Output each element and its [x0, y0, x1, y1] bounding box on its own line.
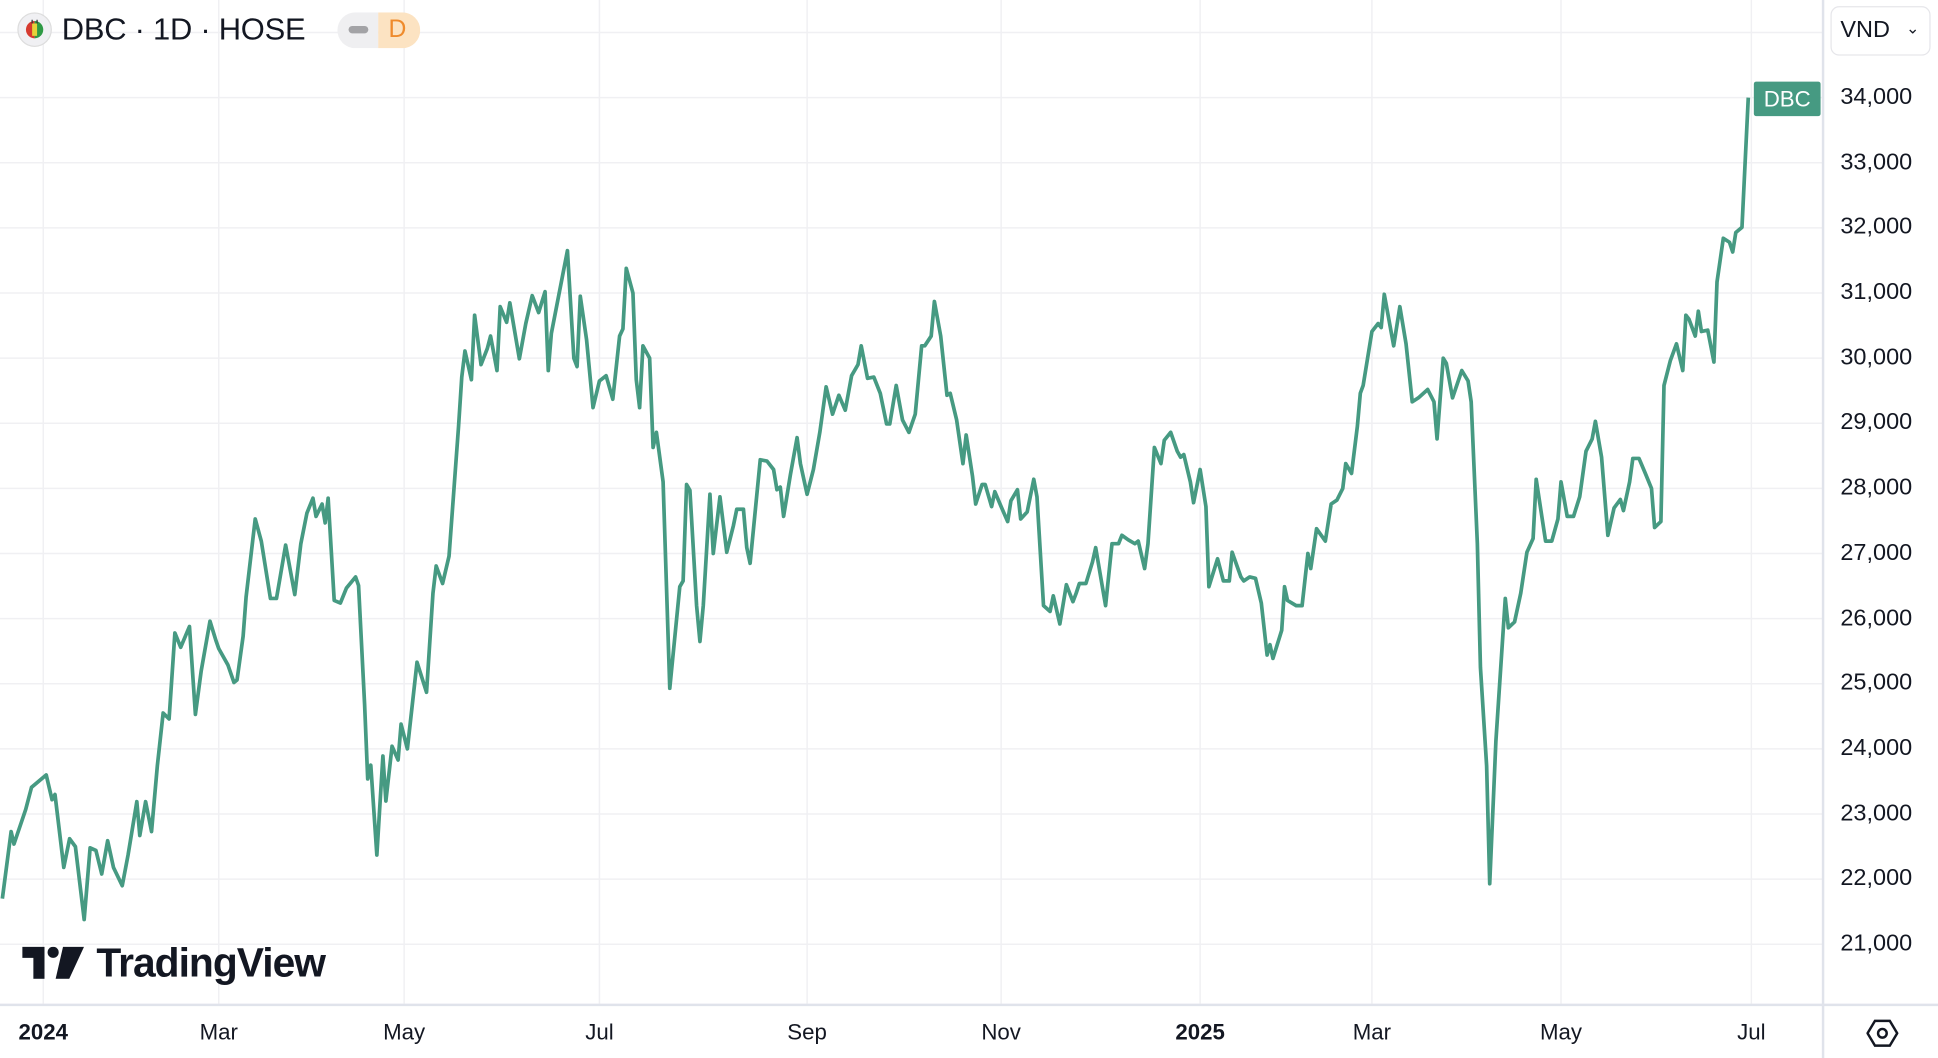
- last-price-tag: DBC: [1753, 81, 1821, 117]
- price-axis-label: 24,000: [1840, 735, 1913, 762]
- price-axis-label: 25,000: [1840, 670, 1913, 697]
- time-axis-label: 2024: [18, 1019, 69, 1045]
- price-axis-label: 29,000: [1840, 409, 1913, 436]
- grid: [0, 0, 1824, 1004]
- tradingview-watermark[interactable]: TradingView: [22, 939, 326, 986]
- tradingview-logo-icon: [22, 946, 85, 979]
- price-axis-label: 21,000: [1840, 930, 1913, 957]
- price-axis-label: 27,000: [1840, 539, 1913, 566]
- price-axis-label: 30,000: [1840, 344, 1913, 371]
- interval-badge: D: [378, 11, 421, 48]
- price-axis-label: 23,000: [1840, 800, 1913, 827]
- price-axis-label: 31,000: [1840, 279, 1913, 306]
- symbol-header[interactable]: DBC · 1D · HOSE D: [17, 11, 421, 48]
- market-status-badge[interactable]: D: [337, 11, 421, 48]
- currency-select[interactable]: VND ⌄: [1830, 6, 1931, 56]
- chevron-down-icon: ⌄: [1905, 18, 1920, 38]
- price-axis-label: 22,000: [1840, 865, 1913, 892]
- time-axis-label: Mar: [1352, 1019, 1392, 1045]
- price-axis-label: 34,000: [1840, 84, 1913, 111]
- time-axis-label: May: [383, 1019, 426, 1045]
- price-axis-label: 28,000: [1840, 474, 1913, 501]
- time-axis-label: Jul: [1737, 1019, 1766, 1045]
- price-axis-label: 32,000: [1840, 214, 1913, 241]
- currency-value: VND: [1840, 17, 1890, 44]
- price-axis-label: 33,000: [1840, 149, 1913, 176]
- time-axis-label: 2025: [1175, 1019, 1225, 1045]
- price-line-series: [0, 97, 1751, 922]
- symbol-title[interactable]: DBC · 1D · HOSE: [61, 11, 306, 47]
- time-axis-label: Mar: [199, 1019, 238, 1045]
- time-axis-label: Jul: [585, 1019, 614, 1045]
- time-axis-label: May: [1540, 1019, 1583, 1045]
- chart-settings-icon[interactable]: [1866, 1017, 1899, 1049]
- market-status-icon: [337, 11, 379, 48]
- price-axis-label: 26,000: [1840, 605, 1913, 632]
- time-axis-label: Nov: [981, 1019, 1021, 1045]
- time-axis-label: Sep: [787, 1019, 827, 1045]
- watermark-text: TradingView: [96, 939, 326, 986]
- dbc-logo-icon: [17, 12, 52, 47]
